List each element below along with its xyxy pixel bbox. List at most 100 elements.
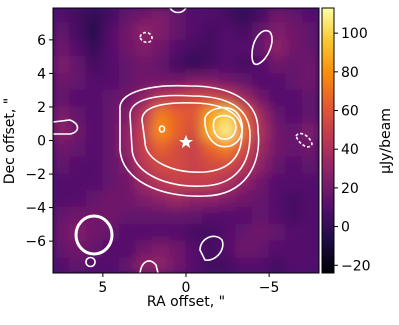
pixel <box>152 223 170 242</box>
pixel <box>135 106 154 125</box>
pixel <box>102 140 120 158</box>
pixel <box>301 89 319 108</box>
pixel <box>85 190 104 209</box>
pixel <box>202 22 220 41</box>
pixel <box>135 89 154 108</box>
pixel <box>252 240 270 259</box>
pixel <box>185 106 204 125</box>
pixel <box>69 39 87 58</box>
y-tick-label: −6 <box>25 234 46 250</box>
pixel <box>69 72 87 91</box>
pixel <box>102 257 120 273</box>
pixel <box>53 207 71 225</box>
colorbar-tick-label: 0 <box>341 220 350 236</box>
pixel <box>285 223 303 242</box>
pixel <box>268 257 287 273</box>
pixel <box>152 89 170 108</box>
pixel <box>168 106 187 125</box>
pixel <box>119 207 137 225</box>
pixel <box>285 89 303 108</box>
pixel <box>285 56 303 74</box>
pixel <box>202 123 220 141</box>
pixel <box>85 72 104 91</box>
pixel <box>152 190 170 209</box>
pixel <box>202 140 220 158</box>
y-tick-label: −2 <box>25 167 46 183</box>
pixel <box>252 190 270 209</box>
pixel <box>218 207 237 225</box>
pixel <box>268 223 287 242</box>
pixel <box>185 140 204 158</box>
pixel <box>102 240 120 259</box>
pixel <box>268 89 287 108</box>
pixel <box>185 223 204 242</box>
pixel <box>69 8 87 24</box>
pixel <box>135 39 154 58</box>
pixel <box>135 156 154 175</box>
pixel <box>69 240 87 259</box>
pixel <box>102 106 120 125</box>
pixel <box>235 22 253 41</box>
pixel <box>119 173 137 192</box>
pixel <box>301 72 319 91</box>
pixel <box>202 257 220 273</box>
pixel <box>301 39 319 58</box>
pixel <box>235 173 253 192</box>
pixel <box>268 8 287 24</box>
pixel <box>53 140 71 158</box>
x-axis-label: RA offset, " <box>147 294 225 310</box>
pixel <box>252 89 270 108</box>
pixel <box>301 156 319 175</box>
pixel <box>168 173 187 192</box>
y-tick-label: 6 <box>37 33 46 49</box>
pixel <box>285 173 303 192</box>
pixel <box>252 72 270 91</box>
pixel <box>135 22 154 41</box>
pixel <box>185 190 204 209</box>
pixel <box>252 22 270 41</box>
pixel <box>119 140 137 158</box>
pixel <box>69 56 87 74</box>
colorbar-tick-label: 100 <box>341 26 368 42</box>
y-tick-label: 4 <box>37 66 46 82</box>
pixel <box>252 156 270 175</box>
colorbar-tick-label: 60 <box>341 104 359 120</box>
colorbar-tick-label: 40 <box>341 142 359 158</box>
pixel <box>301 8 319 24</box>
pixel <box>152 39 170 58</box>
pixel <box>268 39 287 58</box>
pixel <box>135 240 154 259</box>
pixel <box>235 72 253 91</box>
pixel <box>301 207 319 225</box>
pixel <box>152 56 170 74</box>
pixel <box>301 173 319 192</box>
pixel <box>285 123 303 141</box>
pixel <box>69 22 87 41</box>
contours <box>53 8 313 273</box>
pixel <box>168 240 187 259</box>
pixel <box>53 22 71 41</box>
pixel <box>119 190 137 209</box>
pixel <box>53 173 71 192</box>
pixel <box>119 223 137 242</box>
pixel <box>202 56 220 74</box>
pixel <box>285 190 303 209</box>
pixel <box>301 106 319 125</box>
pixel <box>252 207 270 225</box>
pixel <box>301 257 319 273</box>
pixel <box>102 207 120 225</box>
pixel <box>85 39 104 58</box>
pixel <box>69 173 87 192</box>
pixel <box>69 190 87 209</box>
pixel <box>102 190 120 209</box>
pixel <box>102 22 120 41</box>
pixel <box>185 8 204 24</box>
pixel <box>85 106 104 125</box>
pixel <box>185 56 204 74</box>
pixel <box>268 156 287 175</box>
pixel <box>285 207 303 225</box>
colorbar-tick-label: 80 <box>341 65 359 81</box>
pixel <box>152 106 170 125</box>
pixel <box>69 123 87 141</box>
pixel <box>185 207 204 225</box>
